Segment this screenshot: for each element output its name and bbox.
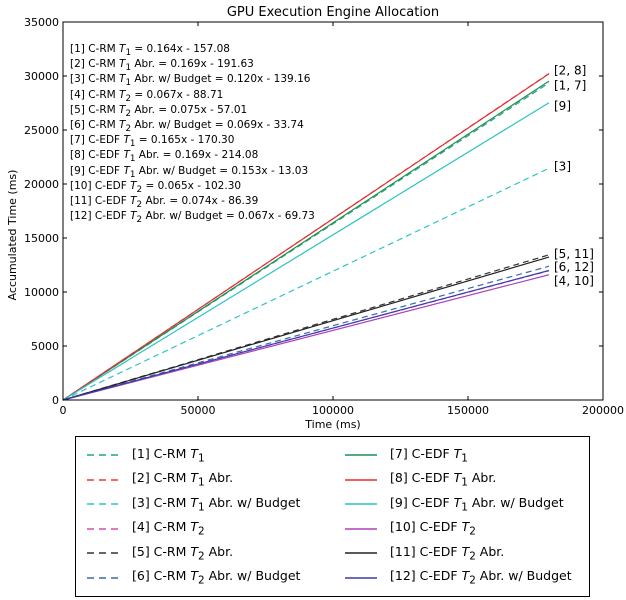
series-line-6 bbox=[62, 265, 550, 401]
series-line-9 bbox=[62, 102, 550, 401]
legend-swatch bbox=[344, 475, 378, 485]
equation-annotation: [10] C-EDF T2 = 0.065x - 102.30 bbox=[70, 180, 241, 195]
legend-label: [7] C-EDF T1 bbox=[390, 445, 468, 465]
line-end-label: [5, 11] bbox=[554, 247, 594, 261]
y-tick-label: 25000 bbox=[24, 124, 59, 137]
legend-swatch bbox=[86, 499, 120, 509]
equation-annotation: [4] C-RM T2 = 0.067x - 88.71 bbox=[70, 89, 223, 104]
legend-item: [10] C-EDF T2 bbox=[344, 519, 476, 539]
x-tick-label: 0 bbox=[60, 404, 67, 417]
legend-item: [7] C-EDF T1 bbox=[344, 445, 468, 465]
series-line-1 bbox=[62, 82, 550, 401]
legend-label: [9] C-EDF T1 Abr. w/ Budget bbox=[390, 494, 564, 514]
plot-area bbox=[62, 73, 550, 401]
series-line-11 bbox=[62, 256, 550, 401]
y-tick-label: 10000 bbox=[24, 286, 59, 299]
legend-swatch bbox=[86, 524, 120, 534]
legend-label: [11] C-EDF T2 Abr. bbox=[390, 543, 505, 563]
legend-item: [1] C-RM T1 bbox=[86, 445, 205, 465]
legend-label: [6] C-RM T2 Abr. w/ Budget bbox=[132, 568, 301, 587]
y-tick-label: 30000 bbox=[24, 70, 59, 83]
legend-item: [2] C-RM T1 Abr. bbox=[86, 470, 233, 490]
legend-swatch bbox=[86, 573, 120, 583]
y-tick-label: 0 bbox=[52, 394, 59, 407]
series-line-10 bbox=[62, 274, 550, 401]
legend-swatch bbox=[344, 450, 378, 460]
line-end-label: [2, 8] bbox=[554, 64, 586, 78]
legend-label: [5] C-RM T2 Abr. bbox=[132, 543, 234, 563]
y-tick-label: 5000 bbox=[31, 340, 59, 353]
legend-label: [4] C-RM T2 bbox=[132, 519, 205, 538]
legend-item: [8] C-EDF T1 Abr. bbox=[344, 470, 496, 490]
legend-item: [5] C-RM T2 Abr. bbox=[86, 543, 233, 563]
legend-item: [12] C-EDF T2 Abr. w/ Budget bbox=[344, 568, 572, 588]
line-end-label: [6, 12] bbox=[554, 260, 594, 274]
equation-annotation: [6] C-RM T2 Abr. w/ Budget = 0.069x - 33… bbox=[70, 119, 304, 134]
legend-label: [3] C-RM T1 Abr. w/ Budget bbox=[132, 494, 301, 514]
legend-item: [4] C-RM T2 bbox=[86, 519, 205, 539]
equation-annotation: [9] C-EDF T1 Abr. w/ Budget = 0.153x - 1… bbox=[70, 165, 308, 180]
equation-annotation: [8] C-EDF T1 Abr. = 0.169x - 214.08 bbox=[70, 149, 258, 164]
legend-swatch bbox=[344, 524, 378, 534]
legend-swatch bbox=[344, 573, 378, 583]
equation-annotations: [1] C-RM T1 = 0.164x - 157.08[2] C-RM T1… bbox=[70, 43, 315, 225]
x-tick-label: 100000 bbox=[312, 404, 354, 417]
legend-item: [11] C-EDF T2 Abr. bbox=[344, 543, 504, 563]
series-line-12 bbox=[62, 269, 550, 401]
y-tick-label: 20000 bbox=[24, 178, 59, 191]
legend-label: [1] C-RM T1 bbox=[132, 445, 205, 465]
equation-annotation: [12] C-EDF T2 Abr. w/ Budget = 0.067x - … bbox=[70, 210, 315, 225]
chart-title: GPU Execution Engine Allocation bbox=[227, 5, 439, 20]
legend-label: [2] C-RM T1 Abr. bbox=[132, 470, 234, 489]
series-line-7 bbox=[62, 80, 550, 401]
line-end-label: [4, 10] bbox=[554, 274, 594, 288]
chart-svg: 0 50000 100000 150000 200000 0 5000 10000 15000 2… bbox=[6, 5, 624, 431]
axes: 0 50000 100000 150000 200000 0 5000 10000 15000 2… bbox=[24, 16, 624, 417]
equation-annotation: [5] C-RM T2 Abr. = 0.075x - 57.01 bbox=[70, 104, 247, 119]
x-tick-label: 200000 bbox=[582, 404, 624, 417]
legend-item: [3] C-RM T1 Abr. w/ Budget bbox=[86, 494, 300, 514]
chart-legend: [1] C-RM T1 [2] C-RM T1 Abr. [3] C-RM T1 A… bbox=[75, 436, 590, 597]
legend-swatch bbox=[344, 548, 378, 558]
legend-swatch bbox=[86, 548, 120, 558]
legend-swatch bbox=[344, 499, 378, 509]
y-tick-label: 35000 bbox=[24, 16, 59, 29]
equation-annotation: [1] C-RM T1 = 0.164x - 157.08 bbox=[70, 43, 230, 58]
series-line-8 bbox=[62, 73, 550, 401]
line-end-label: [3] bbox=[554, 160, 571, 174]
line-end-label: [9] bbox=[554, 99, 571, 113]
legend-label: [10] C-EDF T2 bbox=[390, 519, 476, 538]
legend-label: [12] C-EDF T2 Abr. w/ Budget bbox=[390, 568, 572, 587]
equation-annotation: [7] C-EDF T1 = 0.165x - 170.30 bbox=[70, 134, 234, 149]
x-tick-label: 150000 bbox=[447, 404, 489, 417]
line-end-label: [1, 7] bbox=[554, 79, 586, 93]
y-axis-label: Accumulated Time (ms) bbox=[6, 170, 19, 301]
legend-item: [6] C-RM T2 Abr. w/ Budget bbox=[86, 568, 300, 588]
equation-annotation: [11] C-EDF T2 Abr. = 0.074x - 86.39 bbox=[70, 195, 258, 210]
y-tick-label: 15000 bbox=[24, 232, 59, 245]
line-end-labels: [2, 8][1, 7] [9] [3] [5, 11][6, 12][4, 10] bbox=[554, 64, 594, 289]
legend-swatch bbox=[86, 475, 120, 485]
x-axis-label: Time (ms) bbox=[304, 418, 360, 431]
equation-annotation: [2] C-RM T1 Abr. = 0.169x - 191.63 bbox=[70, 58, 254, 73]
legend-swatch bbox=[86, 450, 120, 460]
equation-annotation: [3] C-RM T1 Abr. w/ Budget = 0.120x - 13… bbox=[70, 73, 310, 88]
legend-label: [8] C-EDF T1 Abr. bbox=[390, 470, 497, 489]
legend-item: [9] C-EDF T1 Abr. w/ Budget bbox=[344, 494, 564, 514]
x-tick-label: 50000 bbox=[181, 404, 216, 417]
